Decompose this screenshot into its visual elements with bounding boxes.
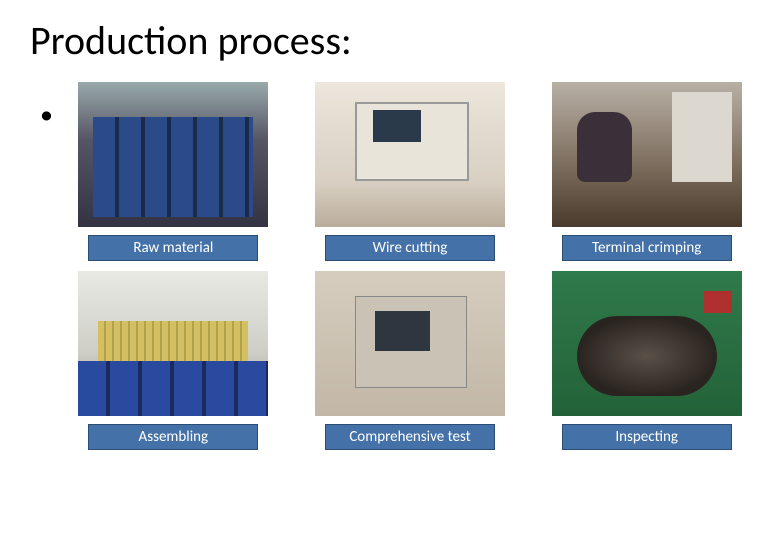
process-grid: Raw material Wire cutting Terminal crimp…: [70, 82, 750, 450]
thumb-raw-material: [78, 82, 268, 227]
label-comprehensive-test: Comprehensive test: [325, 424, 495, 450]
step-wire-cutting: Wire cutting: [307, 82, 514, 261]
step-assembling: Assembling: [70, 271, 277, 450]
step-inspecting: Inspecting: [543, 271, 750, 450]
step-terminal-crimping: Terminal crimping: [543, 82, 750, 261]
step-comprehensive-test: Comprehensive test: [307, 271, 514, 450]
label-inspecting: Inspecting: [562, 424, 732, 450]
label-raw-material: Raw material: [88, 235, 258, 261]
label-wire-cutting: Wire cutting: [325, 235, 495, 261]
thumb-assembling: [78, 271, 268, 416]
label-terminal-crimping: Terminal crimping: [562, 235, 732, 261]
step-raw-material: Raw material: [70, 82, 277, 261]
thumb-wire-cutting: [315, 82, 505, 227]
thumb-comprehensive-test: [315, 271, 505, 416]
bullet-dot: •: [40, 98, 53, 130]
label-assembling: Assembling: [88, 424, 258, 450]
page-title: Production process:: [0, 0, 766, 65]
thumb-terminal-crimping: [552, 82, 742, 227]
thumb-inspecting: [552, 271, 742, 416]
